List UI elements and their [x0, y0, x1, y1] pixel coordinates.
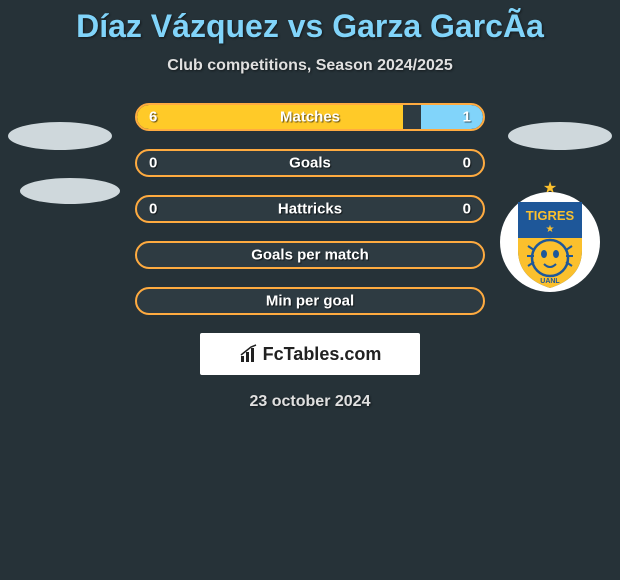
- svg-text:TIGRES: TIGRES: [526, 208, 575, 223]
- stat-left-value: 0: [149, 155, 157, 172]
- bar-chart-icon: [239, 344, 259, 364]
- stat-row: Min per goal: [135, 287, 485, 315]
- stat-row: Goals per match: [135, 241, 485, 269]
- subtitle: Club competitions, Season 2024/2025: [0, 57, 620, 75]
- tigres-shield-icon: TIGRES ★ UANL: [514, 198, 586, 290]
- stat-right-value: 0: [463, 201, 471, 218]
- svg-text:UANL: UANL: [540, 278, 560, 285]
- stats-container: 6 1 Matches 0 0 Goals 0 0 Hattricks Goals per mat…: [135, 103, 485, 315]
- stat-label: Matches: [280, 109, 340, 126]
- date-text: 23 october 2024: [0, 393, 620, 411]
- stat-label: Goals: [289, 155, 331, 172]
- stat-row: 6 1 Matches: [135, 103, 485, 131]
- stat-left-value: 0: [149, 201, 157, 218]
- player-left-avatar-placeholder-1: [8, 122, 112, 150]
- player-right-club-badge: ★ TIGRES ★ UANL: [500, 180, 600, 305]
- svg-text:★: ★: [546, 224, 555, 235]
- stat-right-value: 1: [463, 109, 471, 126]
- player-right-avatar-placeholder: [508, 122, 612, 150]
- stat-fill-right: [421, 105, 483, 129]
- stat-fill-left: [137, 105, 403, 129]
- stat-row: 0 0 Hattricks: [135, 195, 485, 223]
- stat-label: Goals per match: [251, 247, 369, 264]
- brand-box[interactable]: FcTables.com: [200, 333, 420, 375]
- stat-label: Min per goal: [266, 293, 354, 310]
- stat-left-value: 6: [149, 109, 157, 126]
- stat-label: Hattricks: [278, 201, 342, 218]
- brand-text: FcTables.com: [263, 344, 382, 365]
- page-title: Díaz Vázquez vs Garza GarcÃ­a: [0, 0, 620, 45]
- stat-row: 0 0 Goals: [135, 149, 485, 177]
- player-left-avatar-placeholder-2: [20, 178, 120, 204]
- stat-right-value: 0: [463, 155, 471, 172]
